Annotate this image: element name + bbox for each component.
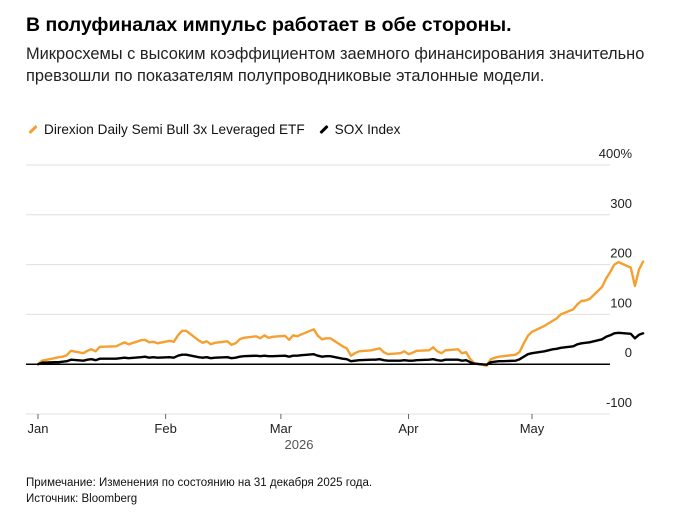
y-tick-label: 400% (599, 146, 633, 161)
legend-swatch-soxl (28, 124, 38, 134)
x-tick-label: May (520, 421, 545, 436)
x-tick-label: Feb (154, 421, 176, 436)
axis-layer: 400% 300 200 100 0 -100 Jan Feb Mar Apr May (28, 146, 633, 436)
x-tick-label: Mar (270, 421, 293, 436)
legend-item-soxl: Direxion Daily Semi Bull 3x Leveraged ET… (26, 122, 305, 137)
legend-label-sox: SOX Index (334, 121, 401, 137)
x-tick-label: Jan (28, 421, 49, 436)
y-tick-label: 300 (610, 196, 632, 211)
legend: Direxion Daily Semi Bull 3x Leveraged ET… (26, 120, 412, 138)
y-tick-label: 200 (610, 246, 632, 261)
grid-layer (26, 164, 610, 415)
legend-label-soxl: Direxion Daily Semi Bull 3x Leveraged ET… (44, 121, 305, 137)
chart-subtitle: Микросхемы с высоким коэффициентом заемн… (26, 45, 645, 85)
chart-note: Примечание: Изменения по состоянию на 31… (26, 477, 373, 489)
line-chart: 400% 300 200 100 0 -100 Jan Feb Mar Apr May 2026 (26, 146, 645, 452)
y-tick-label: 0 (625, 345, 632, 360)
y-tick-label: -100 (606, 395, 632, 410)
series-layer (36, 260, 645, 367)
series-line-soxl (36, 260, 645, 367)
legend-swatch-sox (319, 124, 329, 134)
chart-title: В полуфиналах импульс работает в обе сто… (26, 14, 512, 36)
legend-item-sox: SOX Index (317, 121, 401, 137)
y-tick-label: 100 (610, 295, 632, 310)
chart-source: Источник: Bloomberg (26, 493, 138, 505)
x-axis-title: 2026 (285, 437, 314, 452)
x-tick-label: Apr (398, 421, 419, 436)
series-line-sox (36, 331, 645, 366)
